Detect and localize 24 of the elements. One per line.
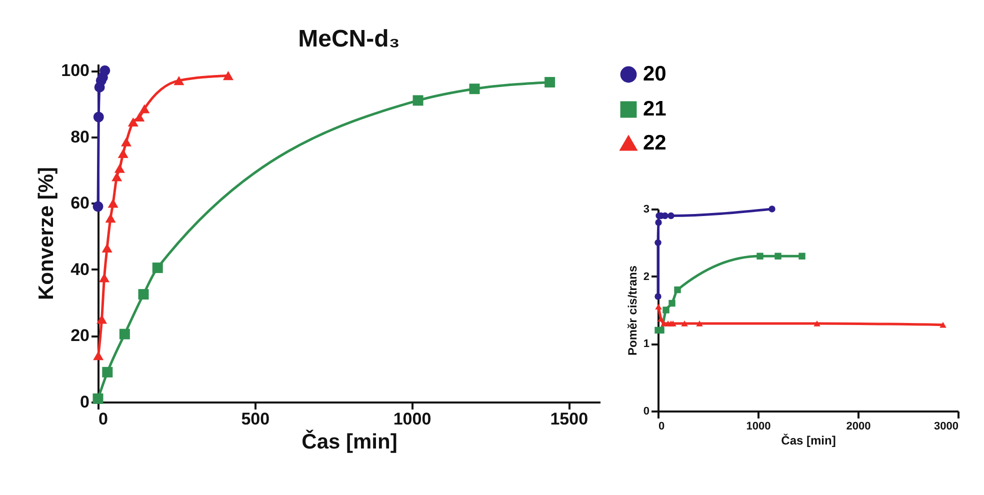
y-tick-label: 0 bbox=[80, 392, 90, 412]
x-tick-label: 3000 bbox=[934, 420, 958, 432]
legend-label: 22 bbox=[643, 132, 666, 154]
chart-title: MeCN-d₃ bbox=[298, 26, 400, 53]
y-tick-label: 40 bbox=[70, 260, 90, 279]
y-tick-label: 20 bbox=[70, 326, 90, 346]
x-tick-label: 0 bbox=[98, 410, 108, 428]
x-tick-label: 1500 bbox=[550, 410, 588, 428]
y-tick-label: 3 bbox=[643, 204, 650, 216]
x-axis-title: Čas [min] bbox=[781, 434, 836, 448]
x-axis-title: Čas [min] bbox=[302, 430, 398, 454]
x-tick-label: 1000 bbox=[393, 410, 432, 428]
y-axis-title: Konverze [%] bbox=[35, 166, 58, 300]
x-tick-label: 0 bbox=[658, 420, 665, 432]
x-tick-label: 2000 bbox=[846, 420, 871, 432]
x-tick-label: 1000 bbox=[746, 420, 771, 432]
y-tick-label: 2 bbox=[643, 270, 650, 283]
legend-label: 21 bbox=[643, 98, 667, 120]
y-tick-label: 60 bbox=[70, 194, 90, 213]
y-tick-label: 1 bbox=[643, 338, 650, 350]
y-tick-label: 100 bbox=[61, 61, 90, 80]
x-tick-label: 500 bbox=[241, 410, 270, 428]
y-tick-label: 80 bbox=[70, 127, 90, 146]
y-axis-title: Poměr cis/trans bbox=[625, 265, 640, 356]
